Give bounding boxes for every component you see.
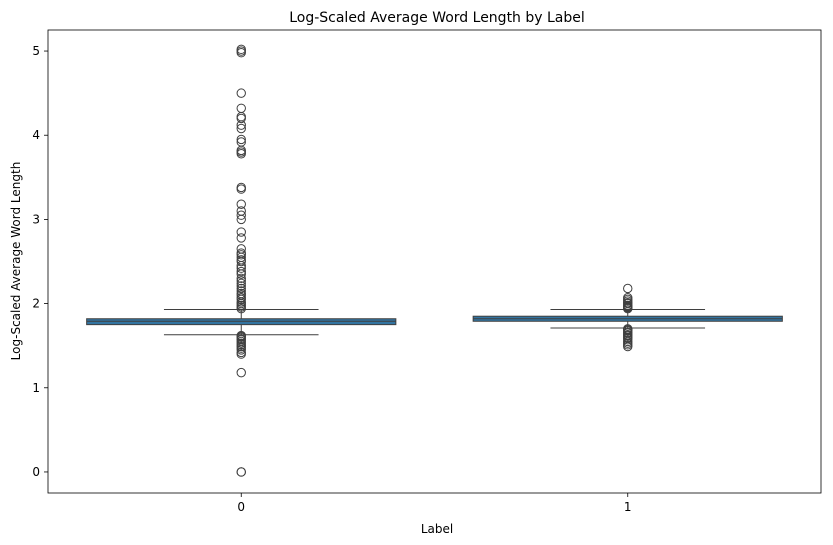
plot-area: 0 1 2 3 4 5 0 1 (32, 44, 783, 514)
outlier-point (236, 233, 246, 243)
outlier-point (236, 345, 246, 355)
y-axis-label: Log-Scaled Average Word Length (9, 162, 23, 361)
y-tick-label: 4 (32, 128, 40, 142)
outlier-point (236, 149, 246, 159)
outlier-point (236, 184, 246, 194)
axes-frame (47, 29, 822, 494)
outlier-point (236, 123, 246, 134)
x-axis-label: Label (421, 522, 453, 536)
outlier-point (236, 88, 246, 98)
outlier-point (236, 303, 246, 314)
y-tick-label: 2 (32, 297, 40, 311)
outlier-point (236, 263, 246, 273)
outlier-point (236, 113, 246, 124)
outlier-point (236, 250, 246, 260)
outlier-point (236, 256, 246, 267)
y-tick-label: 0 (32, 465, 40, 479)
outlier-point (623, 303, 633, 314)
chart-title: Log-Scaled Average Word Length by Label (289, 10, 585, 26)
outlier-point (236, 48, 246, 58)
outlier-point (623, 341, 633, 352)
outlier-point (236, 266, 246, 277)
outlier-point (236, 134, 246, 145)
outlier-point (236, 273, 246, 284)
outlier-point (236, 227, 246, 237)
outlier-point (236, 367, 246, 378)
y-tick-label: 5 (32, 44, 40, 58)
x-tick-label: 1 (624, 500, 632, 514)
outlier-point (236, 276, 246, 286)
outlier-point (623, 283, 633, 294)
outlier-point (236, 214, 246, 225)
outlier-point (236, 210, 246, 220)
outlier-point (236, 120, 246, 130)
y-tick-label: 3 (32, 212, 40, 226)
y-tick-label: 1 (32, 381, 40, 395)
outlier-point (236, 281, 246, 291)
outlier-point (236, 199, 246, 209)
outlier-point (236, 294, 246, 305)
outlier-point (236, 349, 246, 359)
outlier-point (236, 283, 246, 294)
outlier-point (236, 269, 246, 279)
x-tick-label: 0 (237, 500, 245, 514)
outlier-point (236, 278, 246, 289)
outlier-point (236, 467, 246, 477)
